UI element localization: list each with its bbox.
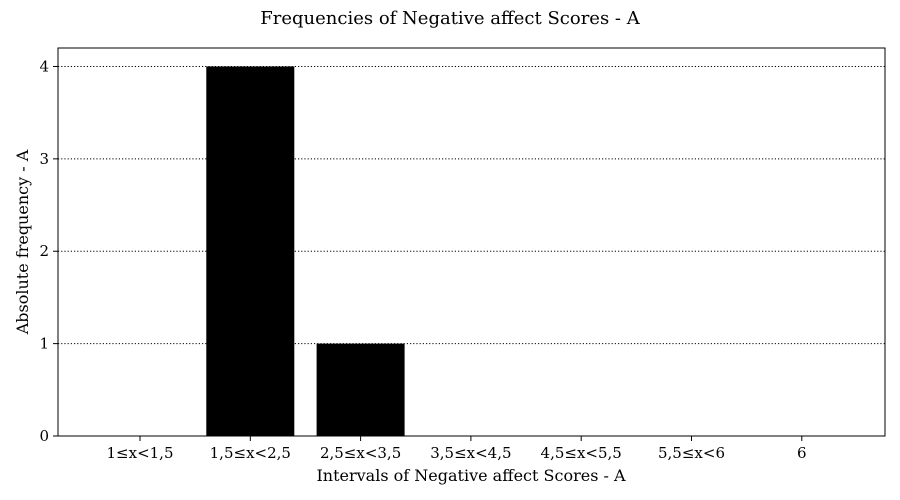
x-tick-label: 4,5≤x<5,5 — [541, 444, 622, 462]
x-tick-label: 2,5≤x<3,5 — [320, 444, 401, 462]
x-tick-label: 1,5≤x<2,5 — [210, 444, 291, 462]
y-tick-label: 4 — [39, 57, 49, 75]
y-axis-label: Absolute frequency - A — [13, 149, 32, 335]
x-tick-label: 6 — [797, 444, 807, 462]
x-tick-label: 3,5≤x<4,5 — [430, 444, 511, 462]
chart-title: Frequencies of Negative affect Scores - … — [260, 8, 640, 29]
x-tick-label: 1≤x<1,5 — [107, 444, 174, 462]
x-tick-label: 5,5≤x<6 — [658, 444, 725, 462]
plot-frame — [57, 47, 886, 437]
y-axis: 0 1 2 3 4 — [39, 57, 58, 445]
grid-lines — [58, 65, 885, 345]
x-axis: 1≤x<1,5 1,5≤x<2,5 2,5≤x<3,5 3,5≤x<4,5 4,5≤x<… — [107, 436, 807, 462]
bar — [316, 343, 405, 436]
y-tick-label: 2 — [39, 242, 49, 260]
y-tick-label: 3 — [39, 150, 49, 168]
y-tick-label: 1 — [39, 335, 49, 353]
x-axis-label: Intervals of Negative affect Scores - A — [316, 466, 626, 485]
bar — [206, 66, 295, 436]
bars — [206, 66, 405, 436]
y-tick-label: 0 — [39, 427, 49, 445]
